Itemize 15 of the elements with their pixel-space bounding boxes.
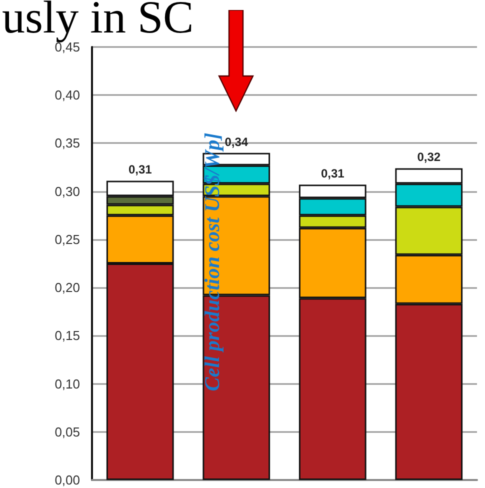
- total-label: 0,34: [224, 134, 248, 149]
- y-tick-label: 0,10: [54, 376, 80, 392]
- y-tick-label: 0,40: [54, 88, 80, 103]
- y-tick-label: 0,15: [54, 328, 80, 344]
- y-tick-label: 0,05: [54, 424, 80, 440]
- total-label: 0,32: [417, 150, 441, 164]
- y-tick-label: 0,30: [54, 184, 80, 199]
- chart-title: usly in SC: [2, 0, 194, 42]
- y-tick-label: 0,20: [54, 280, 80, 296]
- total-label: 0,31: [128, 162, 152, 177]
- y-tick-label: 0,25: [54, 232, 80, 247]
- y-axis-title: Cell production cost US$/Wp]: [200, 132, 224, 392]
- total-label: 0,31: [320, 166, 345, 181]
- y-tick-label: 0,00: [54, 472, 80, 488]
- y-tick-label: 0,35: [54, 136, 80, 151]
